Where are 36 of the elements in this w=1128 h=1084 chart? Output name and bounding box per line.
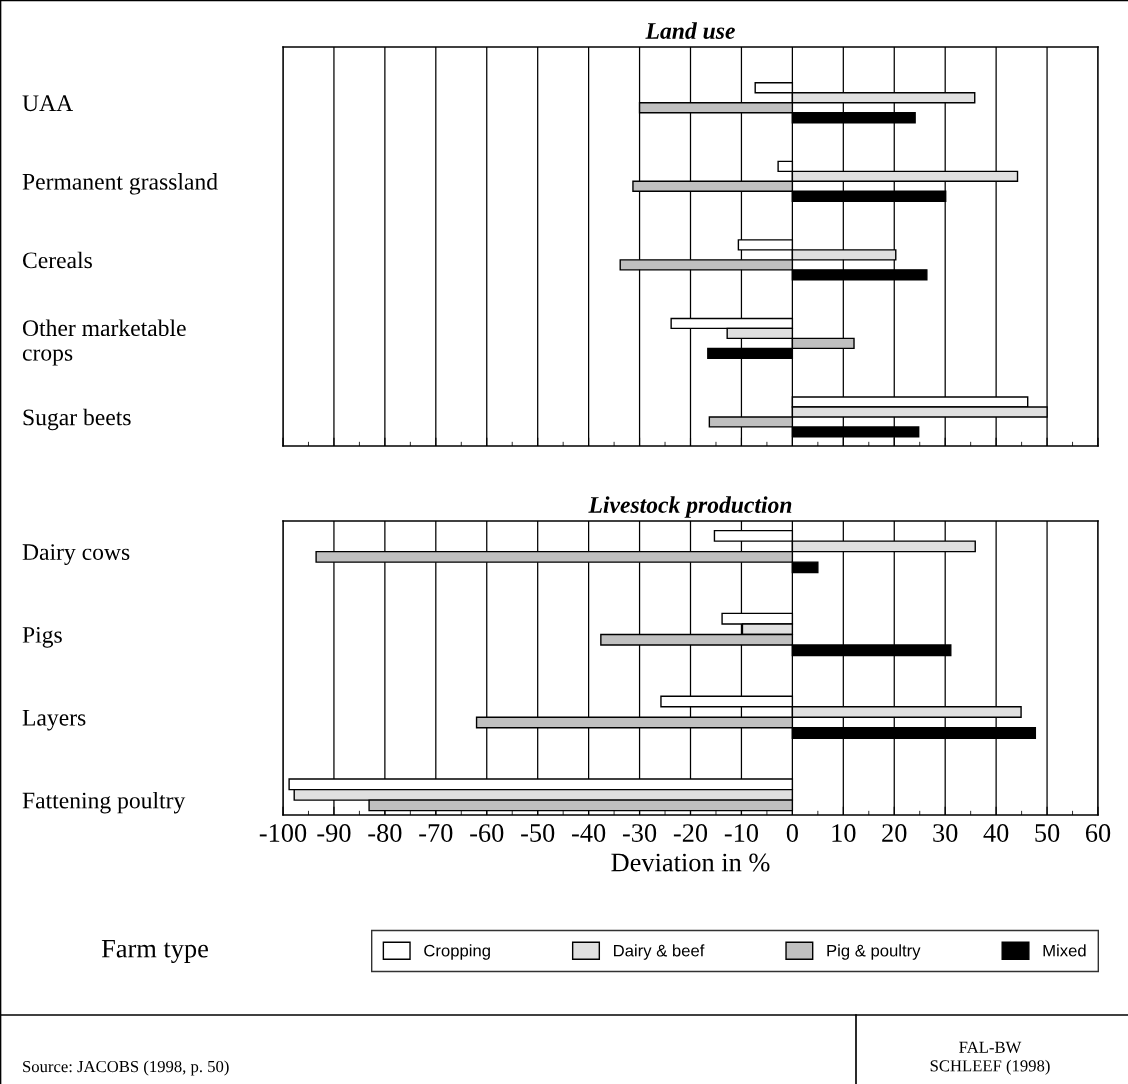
x-tick-label: 20 (882, 824, 907, 842)
y-tick-label: Sugar beets (23, 408, 131, 431)
x-tick-label: 10 (832, 824, 856, 842)
x-tick-label: -10 (724, 824, 759, 842)
y-tick-label: Permanent grassland (22, 173, 218, 195)
x-axis-title: Deviation in % (611, 853, 770, 872)
x-tick-label: 60 (1085, 824, 1111, 842)
x-tick-label: 50 (1035, 824, 1060, 842)
y-tick-label: Other marketable crops (22, 319, 186, 366)
x-tick-label: -30 (622, 824, 657, 842)
y-tick-label: Cereals (22, 251, 92, 269)
x-tick-label: -80 (368, 824, 402, 842)
legend-label: Dairy & beef (614, 944, 705, 960)
x-tick-label: 30 (933, 824, 958, 842)
y-tick-label: Layers (22, 709, 86, 731)
source-note: Source: JACOBS (1998, p. 50) (23, 1060, 229, 1076)
x-tick-label: -40 (572, 824, 606, 842)
x-tick-label: 40 (983, 824, 1009, 842)
y-tick-label: UAA (22, 95, 73, 112)
legend-title: Farm type (101, 939, 208, 963)
x-tick-label: -90 (317, 824, 351, 842)
x-tick-label: -60 (470, 824, 504, 842)
y-tick-label: Dairy cows (22, 544, 130, 565)
x-tick-label: -50 (521, 824, 555, 842)
x-tick-label: -100 (259, 824, 307, 842)
text: FAL-BW SCHLEEF (1998) (930, 1041, 1050, 1075)
legend-label: Pig & poultry (827, 944, 921, 960)
x-tick-label: -20 (673, 824, 708, 842)
x-tick-label: 0 (786, 824, 798, 842)
x-tick-label: -70 (419, 824, 453, 842)
chart-title: Land use (645, 22, 735, 39)
chart-title: Livestock production (588, 496, 792, 518)
y-tick-label: Pigs (22, 626, 62, 648)
legend-label: Cropping (424, 944, 490, 960)
legend-label: Mixed (1043, 944, 1086, 957)
y-tick-label: Fattening poultry (22, 791, 186, 814)
